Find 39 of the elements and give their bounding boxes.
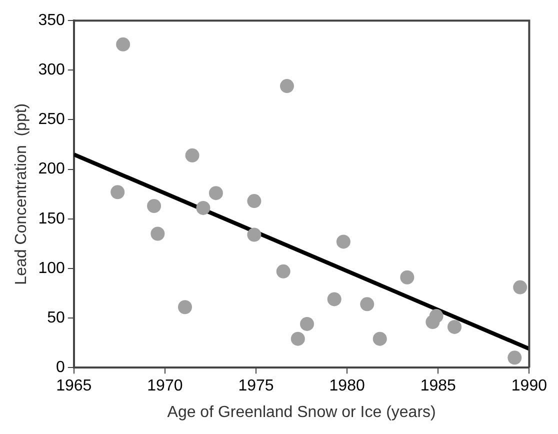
y-tick-label: 100 [38,260,65,277]
point [147,198,162,213]
point [196,200,210,215]
point [513,280,528,294]
x-tick-label: 1990 [511,378,548,395]
point [150,226,165,241]
y-tick-label: 350 [38,12,65,30]
point [178,300,192,314]
point [280,79,294,94]
y-tick-label: 250 [38,111,65,128]
x-axis-title: Age of Greenland Snow or Ice (years) [167,404,436,421]
x-tick-label: 1985 [420,378,456,395]
point [360,297,374,312]
point [336,234,350,249]
point [372,332,387,346]
point [247,228,262,242]
y-tick-label: 150 [38,210,65,228]
y-tick-label: 50 [47,309,65,326]
y-tick-label: 300 [38,62,65,79]
point [327,292,342,306]
x-tick-label: 1975 [238,378,274,395]
y-tick-label: 0 [56,359,65,376]
point [116,37,130,52]
point [247,194,262,208]
point [429,309,444,324]
x-tick-label: 1965 [56,378,92,395]
point [276,264,290,278]
point [185,148,200,162]
point [290,332,305,346]
point [508,350,522,365]
x-tick-label: 1980 [329,378,365,395]
point [208,186,223,200]
point [448,320,462,334]
y-tick-label: 200 [38,160,65,178]
point [300,316,314,331]
point [110,185,125,200]
x-tick-label: 1970 [147,378,183,395]
y-axis-title: Lead Concentration (ppt) [13,103,30,285]
point [400,270,414,284]
